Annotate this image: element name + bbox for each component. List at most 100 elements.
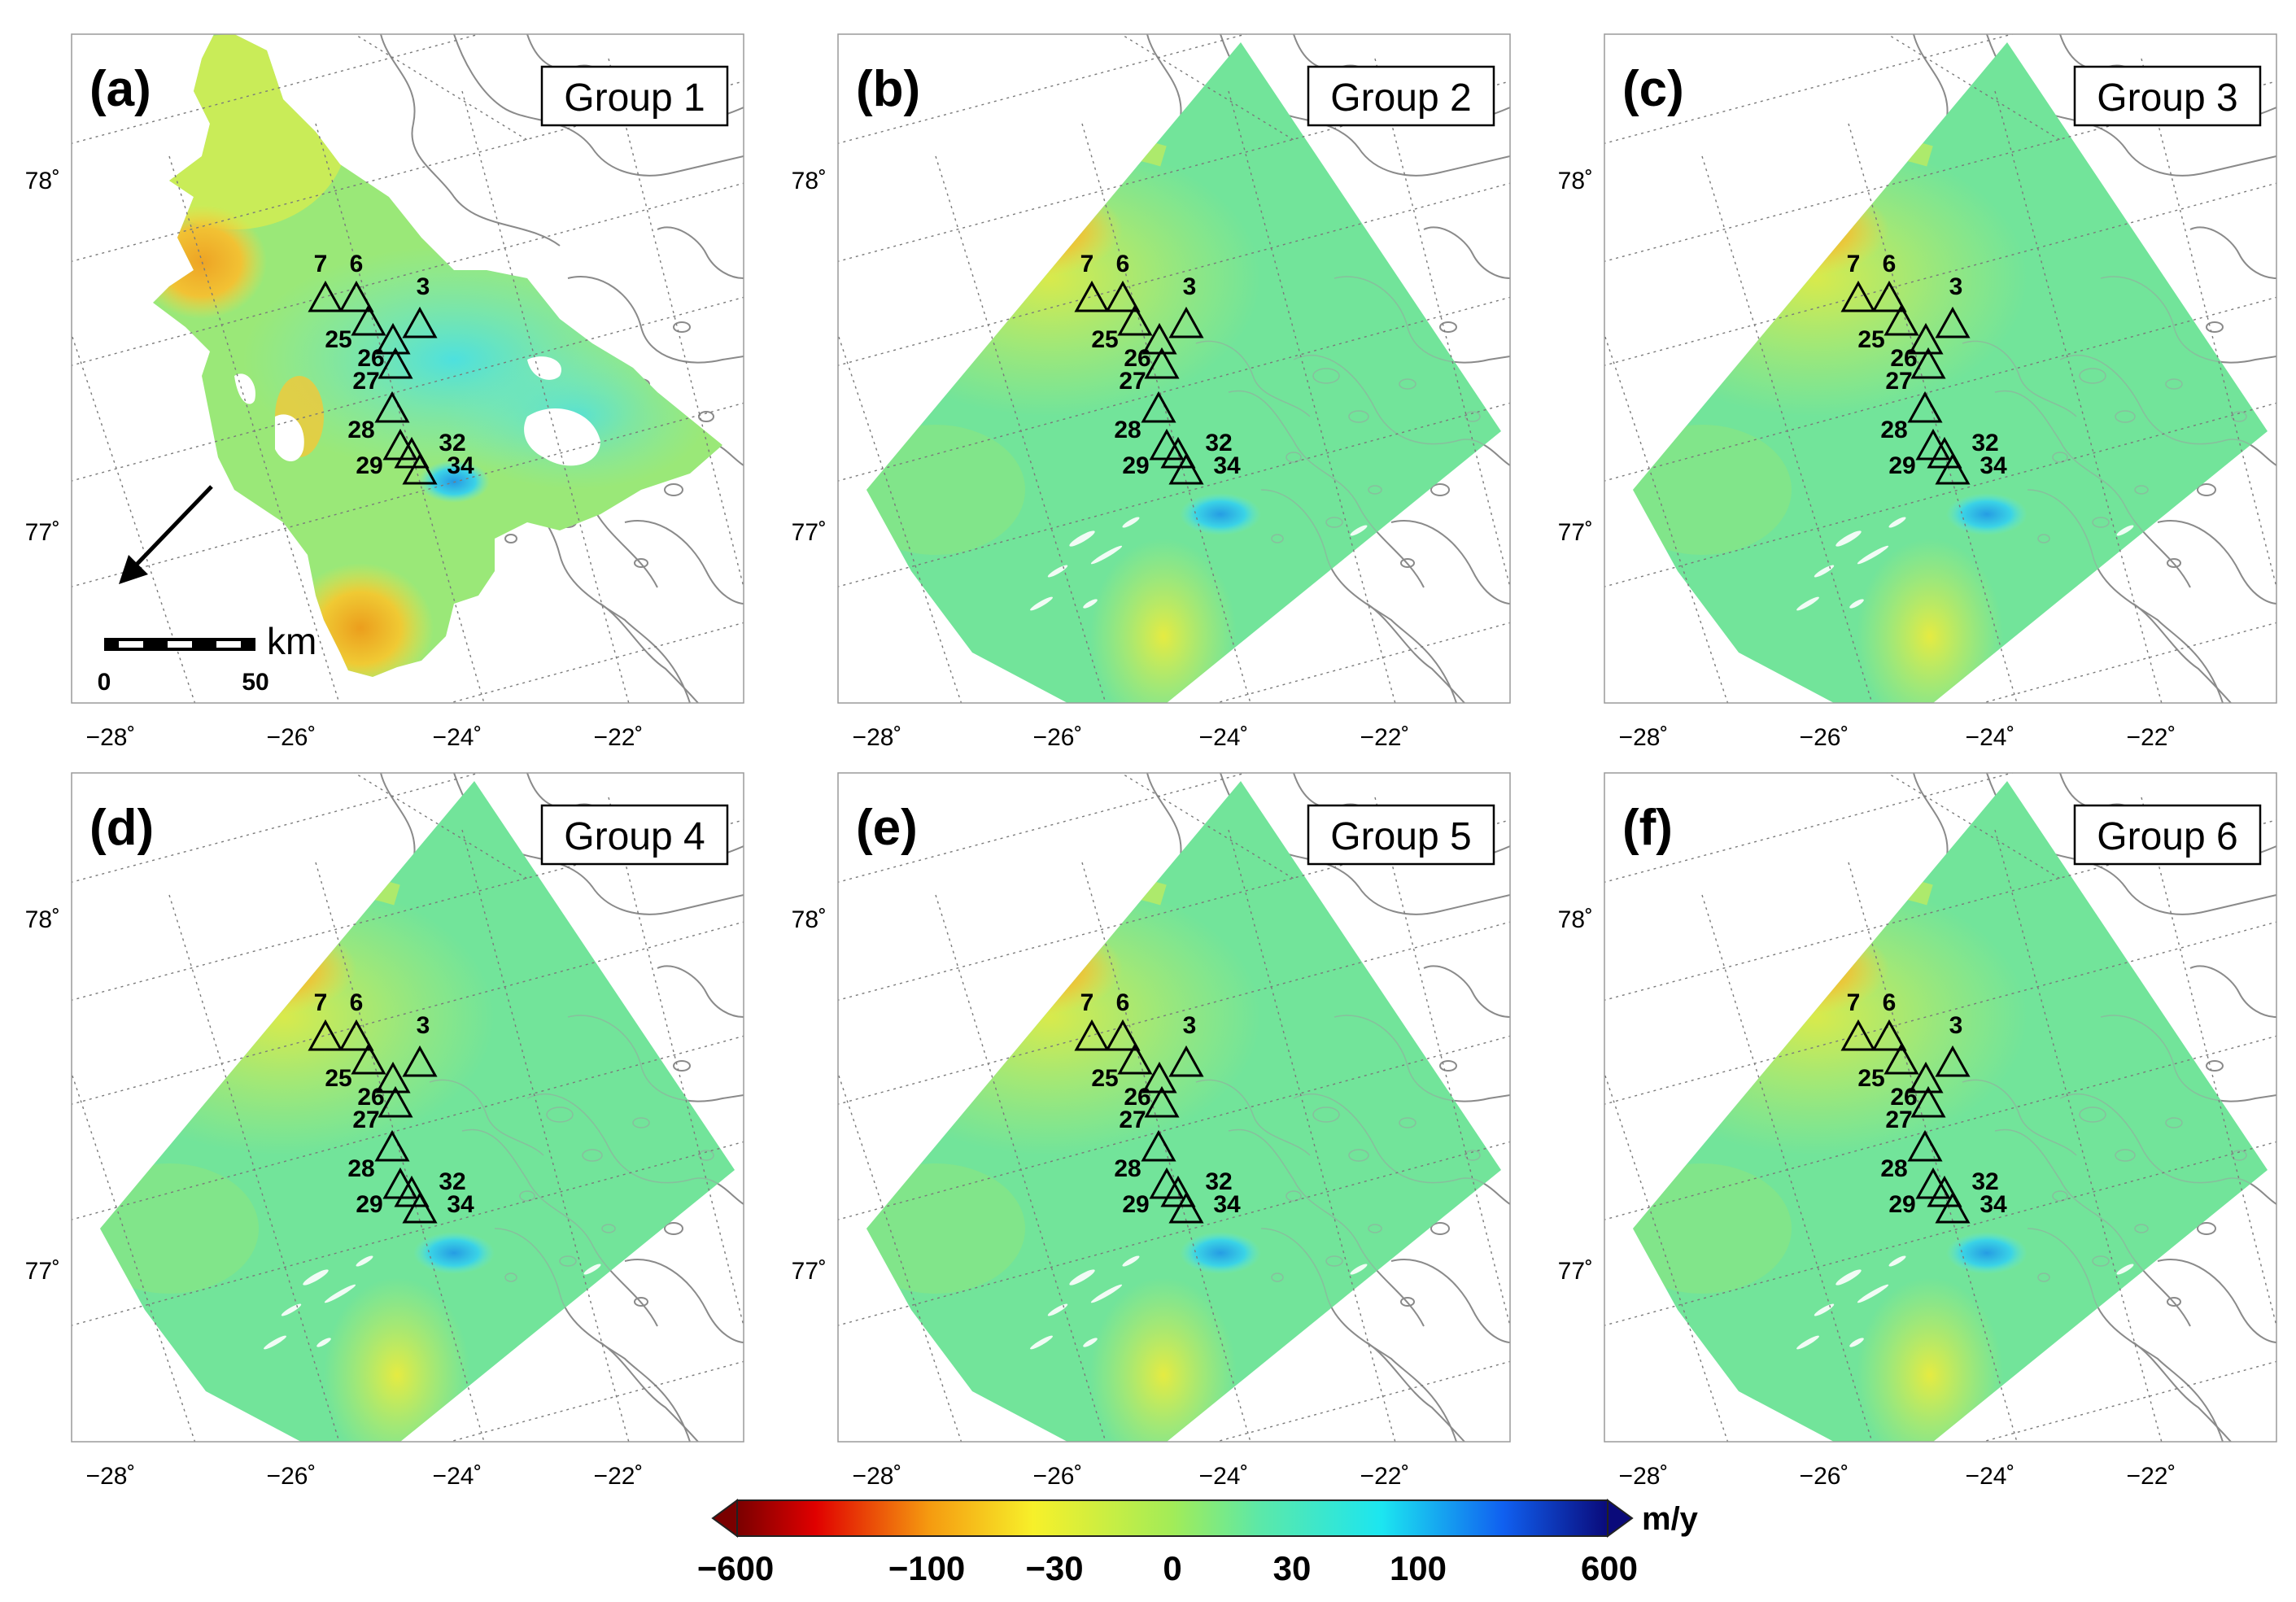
station-triangle xyxy=(1160,436,1196,469)
colorbar-unit: m/y xyxy=(1642,1501,1699,1537)
longitude-label: −22˚ xyxy=(1360,724,1410,751)
station-label: 3 xyxy=(1949,273,1963,300)
station-label: 28 xyxy=(1880,417,1907,443)
station-triangle xyxy=(1160,1175,1196,1207)
station-triangle xyxy=(1907,391,1943,423)
station-label: 6 xyxy=(1116,251,1130,277)
station-label: 28 xyxy=(347,417,374,443)
station-triangle xyxy=(1927,1175,1962,1207)
graticule xyxy=(838,773,1510,1442)
colorbar: m/y −600 −100 −30 0 30 100 600 xyxy=(697,1499,1699,1587)
station-label: 7 xyxy=(314,251,328,277)
station-triangle xyxy=(338,1019,374,1051)
station-label: 26 xyxy=(1890,345,1917,372)
scale-bar: km 0 50 xyxy=(98,620,317,696)
station-label: 34 xyxy=(1213,1191,1241,1218)
station-triangle xyxy=(1910,347,1946,379)
station-label: 7 xyxy=(1080,989,1094,1016)
longitude-label: −24˚ xyxy=(433,724,482,751)
station-triangle xyxy=(394,1175,430,1207)
station-label: 27 xyxy=(1119,368,1146,395)
colorbar-overflow-triangle xyxy=(1607,1499,1634,1538)
station-triangle xyxy=(1935,1191,1971,1224)
latitude-label: 78˚ xyxy=(1558,906,1593,933)
station-label: 32 xyxy=(439,430,465,456)
latitude-label: 77˚ xyxy=(792,1258,827,1285)
station-triangle xyxy=(1144,1085,1180,1118)
station-label: 29 xyxy=(1888,1191,1915,1218)
station-label: 25 xyxy=(325,1065,351,1092)
panel-letter: (f) xyxy=(1622,800,1673,856)
group-label-box: Group 3 xyxy=(2073,65,2262,127)
station-label: 25 xyxy=(1091,326,1118,353)
station-triangle xyxy=(1927,436,1962,469)
latitude-label: 78˚ xyxy=(792,168,827,194)
longitude-label: −24˚ xyxy=(1966,1463,2015,1490)
station-triangle xyxy=(1144,347,1180,379)
group-label-box: Group 1 xyxy=(540,65,729,127)
station-label: 34 xyxy=(447,1191,474,1218)
graticule xyxy=(72,773,744,1442)
scale-end: 50 xyxy=(242,669,268,696)
station-label: 7 xyxy=(1847,251,1861,277)
scale-start: 0 xyxy=(98,669,111,696)
station-triangle xyxy=(308,1019,343,1051)
station-label: 26 xyxy=(1124,1084,1150,1111)
station-triangle xyxy=(402,1045,438,1077)
station-label: 26 xyxy=(1124,345,1150,372)
colorbar-tick: 0 xyxy=(1163,1549,1181,1587)
station-triangle xyxy=(1168,306,1204,338)
station-label: 26 xyxy=(1890,1084,1917,1111)
station-label: 32 xyxy=(1205,430,1232,456)
longitude-label: −26˚ xyxy=(1800,724,1849,751)
longitude-label: −24˚ xyxy=(1199,724,1249,751)
station-label: 32 xyxy=(1205,1168,1232,1195)
station-label: 32 xyxy=(1971,430,1998,456)
station-label: 6 xyxy=(350,989,364,1016)
station-triangle xyxy=(1105,280,1141,312)
map-frame xyxy=(837,33,1511,704)
longitude-label: −26˚ xyxy=(1033,724,1083,751)
direction-arrow xyxy=(119,485,213,584)
latitude-label: 77˚ xyxy=(1558,519,1593,546)
station-triangle xyxy=(1117,303,1153,336)
colorbar-underflow-triangle xyxy=(711,1499,738,1538)
station-label: 7 xyxy=(314,989,328,1016)
longitude-label: −22˚ xyxy=(594,1463,644,1490)
station-triangle xyxy=(1168,1191,1204,1224)
colorbar-tick: 600 xyxy=(1581,1549,1638,1587)
station-label: 28 xyxy=(347,1155,374,1182)
colorbar-tick: −100 xyxy=(888,1549,966,1587)
latitude-label: 78˚ xyxy=(25,168,60,194)
station-label: 3 xyxy=(1183,273,1197,300)
group-label-box: Group 5 xyxy=(1307,804,1495,866)
panel-letter: (e) xyxy=(856,800,918,856)
graticule xyxy=(838,34,1510,703)
latitude-label: 78˚ xyxy=(1558,168,1593,194)
station-triangle xyxy=(1910,1085,1946,1118)
station-triangle xyxy=(1871,1019,1907,1051)
group-label: Group 5 xyxy=(1330,815,1471,858)
station-triangle xyxy=(402,1191,438,1224)
station-label: 6 xyxy=(1883,989,1897,1016)
station-triangle xyxy=(1884,1042,1919,1075)
latitude-label: 78˚ xyxy=(792,906,827,933)
station-label: 25 xyxy=(325,326,351,353)
station-label: 3 xyxy=(1183,1012,1197,1039)
map-frame xyxy=(71,772,744,1443)
station-label: 3 xyxy=(1949,1012,1963,1039)
station-triangle xyxy=(1871,280,1907,312)
station-label: 25 xyxy=(1857,326,1884,353)
station-label: 29 xyxy=(356,1191,382,1218)
station-triangle xyxy=(351,303,386,336)
latitude-label: 77˚ xyxy=(792,519,827,546)
station-label: 3 xyxy=(417,273,430,300)
station-label: 28 xyxy=(1114,417,1141,443)
